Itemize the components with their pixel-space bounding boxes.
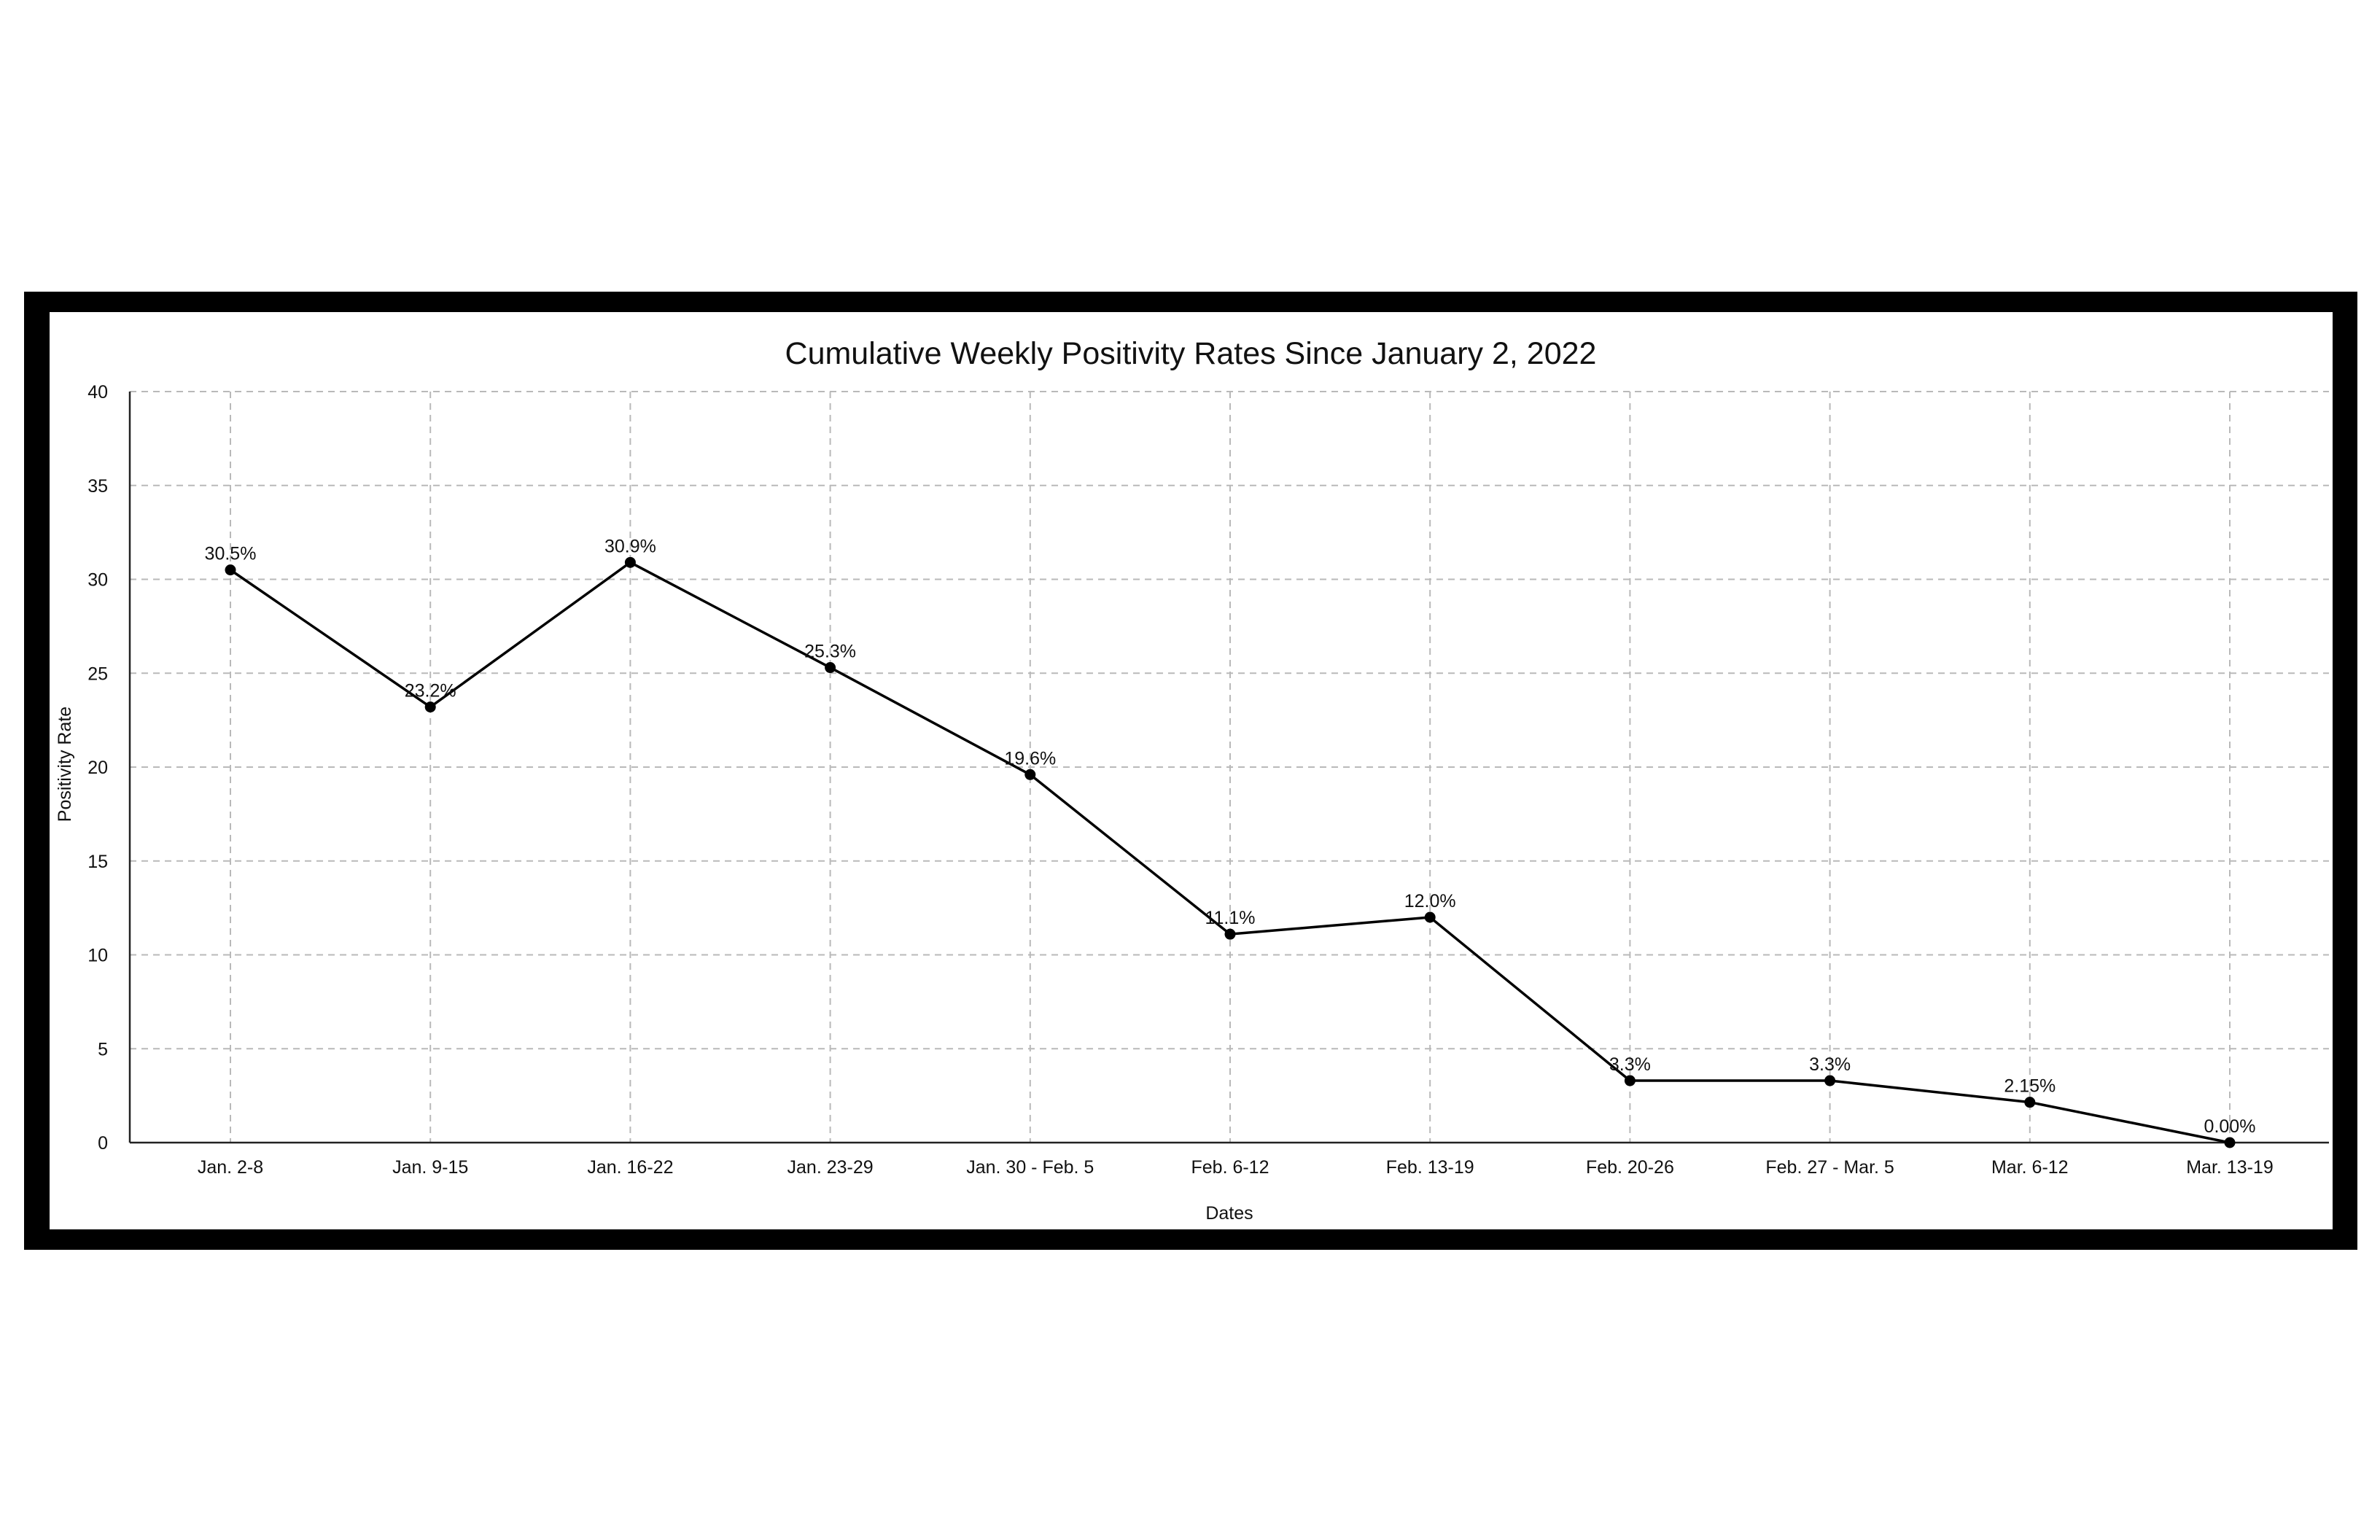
- x-tick-label: Jan. 2-8: [198, 1157, 263, 1178]
- y-tick-label: 35: [88, 476, 108, 497]
- y-tick-label: 15: [88, 852, 108, 872]
- data-label: 3.3%: [1609, 1054, 1651, 1075]
- x-tick-label: Feb. 27 - Mar. 5: [1765, 1157, 1894, 1178]
- line-chart: Cumulative Weekly Positivity Rates Since…: [55, 336, 2329, 1224]
- y-tick-label: 40: [88, 382, 108, 402]
- data-point: [1224, 928, 1236, 940]
- axes: [128, 392, 2329, 1144]
- data-label: 11.1%: [1205, 908, 1255, 928]
- x-tick-label: Jan. 23-29: [788, 1157, 874, 1178]
- data-label: 23.2%: [405, 681, 456, 701]
- y-tick-label: 20: [88, 758, 108, 778]
- data-label: 12.0%: [1404, 891, 1456, 911]
- data-label: 19.6%: [1004, 748, 1056, 769]
- x-tick-label: Feb. 20-26: [1586, 1157, 1674, 1178]
- y-tick-label: 5: [98, 1039, 108, 1059]
- data-point: [825, 662, 836, 674]
- y-tick-label: 30: [88, 570, 108, 591]
- data-point: [1624, 1075, 1636, 1086]
- y-tick-label: 10: [88, 946, 108, 966]
- series-layer: [225, 556, 2236, 1148]
- data-label: 30.5%: [205, 544, 257, 564]
- data-point: [2024, 1097, 2036, 1108]
- data-point: [624, 556, 636, 568]
- data-point: [1824, 1075, 1836, 1086]
- data-point: [424, 701, 436, 713]
- y-axis-label: Positivity Rate: [55, 707, 75, 822]
- x-tick-label: Mar. 13-19: [2186, 1157, 2274, 1178]
- grid: [130, 391, 2329, 1143]
- data-point: [225, 564, 236, 576]
- data-label: 2.15%: [2004, 1076, 2056, 1097]
- data-labels: 30.5% 23.2% 30.9% 25.3% 19.6% 11.1% 12.0% 3.3% 3…: [205, 536, 2256, 1137]
- x-tick-label: Feb. 13-19: [1386, 1157, 1474, 1178]
- data-label: 25.3%: [804, 642, 856, 662]
- data-label: 30.9%: [604, 536, 656, 556]
- y-tick-label: 0: [98, 1133, 108, 1154]
- data-point: [1424, 911, 1436, 923]
- x-tick-label: Jan. 30 - Feb. 5: [966, 1157, 1094, 1178]
- x-tick-labels: Jan. 2-8 Jan. 9-15 Jan. 16-22 Jan. 23-29 Jan…: [198, 1157, 2274, 1178]
- x-tick-label: Jan. 16-22: [587, 1157, 673, 1178]
- chart-title: Cumulative Weekly Positivity Rates Since…: [785, 336, 1597, 371]
- x-tick-label: Jan. 9-15: [392, 1157, 468, 1178]
- y-tick-labels: 0 5 10 15 20 25 30 35 40: [88, 382, 108, 1154]
- chart-frame: Cumulative Weekly Positivity Rates Since…: [24, 292, 2357, 1250]
- data-label: 0.00%: [2204, 1116, 2256, 1137]
- chart-panel: Cumulative Weekly Positivity Rates Since…: [50, 312, 2333, 1229]
- x-tick-label: Feb. 6-12: [1191, 1157, 1269, 1178]
- data-point: [1024, 769, 1036, 780]
- x-tick-label: Mar. 6-12: [1991, 1157, 2069, 1178]
- data-label: 3.3%: [1809, 1054, 1851, 1075]
- x-axis-label: Dates: [1205, 1203, 1253, 1224]
- y-tick-label: 25: [88, 664, 108, 684]
- data-point: [2224, 1137, 2236, 1148]
